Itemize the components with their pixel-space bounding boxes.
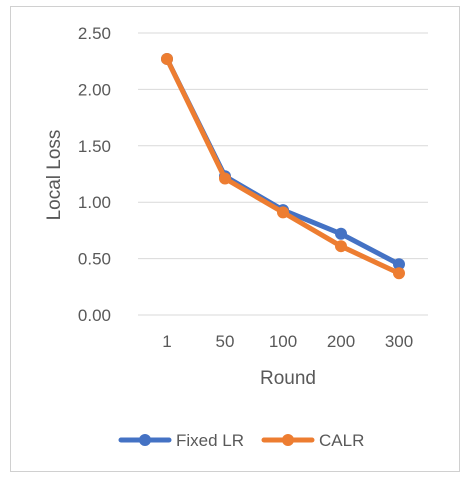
x-tick-label: 300 xyxy=(385,332,413,351)
x-tick-label: 50 xyxy=(216,332,235,351)
y-tick-label: 1.00 xyxy=(78,193,111,212)
data-point xyxy=(393,258,405,271)
x-axis-ticks: 1 50 100 200 300 xyxy=(162,332,413,351)
legend-label: CALR xyxy=(319,431,364,450)
legend: Fixed LR CALR xyxy=(118,431,364,450)
data-point xyxy=(277,206,289,219)
legend-swatch-marker xyxy=(282,434,294,446)
x-axis-title: Round xyxy=(260,368,316,389)
legend-item: CALR xyxy=(261,431,364,450)
y-tick-label: 0.00 xyxy=(78,306,111,325)
gridlines xyxy=(138,32,428,316)
data-point xyxy=(393,267,405,280)
y-axis-title: Local Loss xyxy=(44,130,65,221)
series-layer xyxy=(161,52,405,280)
y-tick-label: 2.00 xyxy=(78,80,111,99)
y-axis-ticks: 0.00 0.50 1.00 1.50 2.00 2.50 xyxy=(78,24,111,325)
x-tick-label: 100 xyxy=(269,332,297,351)
series-calr xyxy=(161,52,405,280)
legend-item: Fixed LR xyxy=(118,431,244,450)
series-fixed-lr xyxy=(161,52,405,271)
data-point xyxy=(161,52,173,65)
series-line xyxy=(164,56,402,276)
legend-swatch-marker xyxy=(139,434,151,446)
data-point xyxy=(335,227,347,240)
y-tick-label: 0.50 xyxy=(78,250,111,269)
y-tick-label: 2.50 xyxy=(78,24,111,43)
x-tick-label: 200 xyxy=(327,332,355,351)
x-tick-label: 1 xyxy=(162,332,171,351)
chart-frame xyxy=(10,6,460,472)
legend-label: Fixed LR xyxy=(176,431,244,450)
data-point xyxy=(219,172,231,185)
y-tick-label: 1.50 xyxy=(78,137,111,156)
data-point xyxy=(335,240,347,253)
